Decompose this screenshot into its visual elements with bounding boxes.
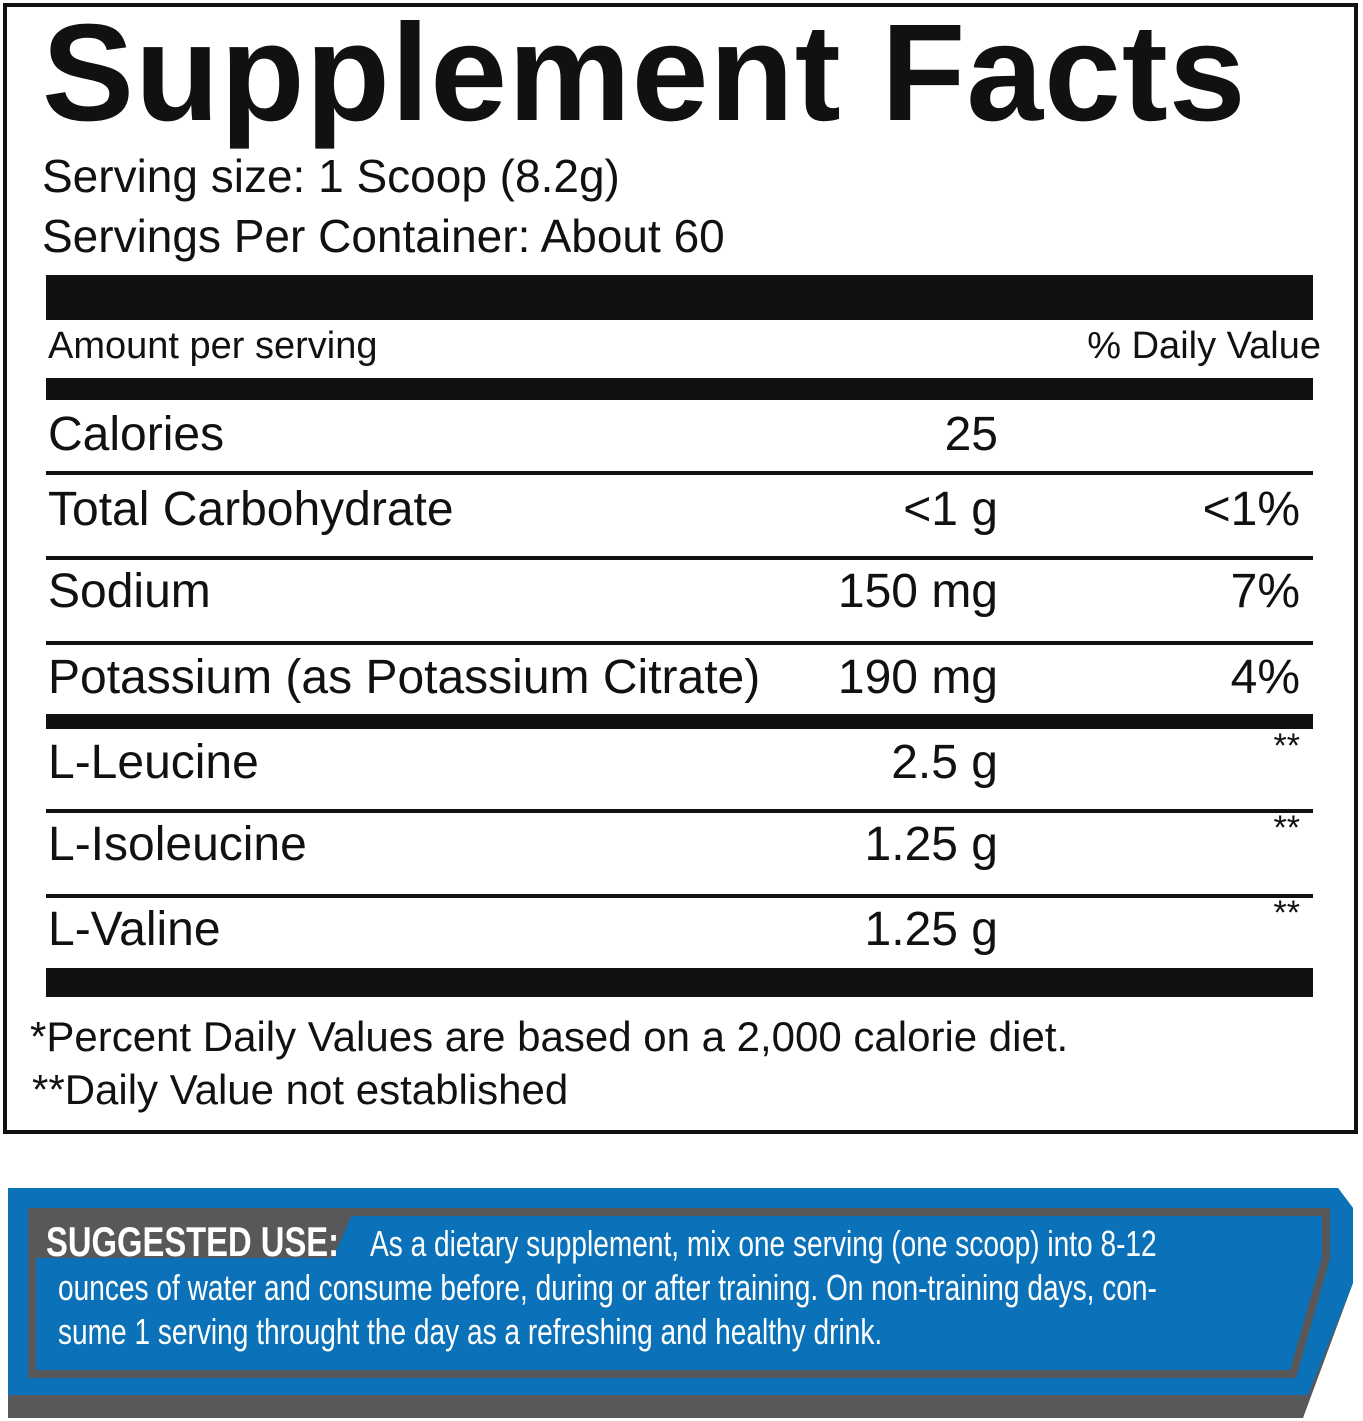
divider-bar bbox=[46, 378, 1313, 400]
serving-size: Serving size: 1 Scoop (8.2g) bbox=[42, 150, 620, 202]
suggested-use-line-2: ounces of water and consume before, duri… bbox=[58, 1267, 1157, 1308]
daily-value-header: % Daily Value bbox=[1087, 325, 1321, 367]
nutrient-dv: <1% bbox=[1202, 483, 1300, 536]
footnote-not-established: **Daily Value not established bbox=[32, 1066, 569, 1113]
suggested-use-panel: SUGGESTED USE: As a dietary supplement, … bbox=[8, 1188, 1353, 1418]
nutrient-row-calories: Calories 25 bbox=[46, 405, 1313, 465]
suggested-use-background bbox=[8, 1188, 1353, 1418]
nutrient-amount: <1 g bbox=[903, 483, 998, 536]
nutrient-amount: 25 bbox=[944, 408, 998, 461]
nutrient-row: Potassium (as Potassium Citrate) 190 mg … bbox=[46, 648, 1313, 708]
suggested-use-label: SUGGESTED USE: bbox=[46, 1218, 340, 1265]
nutrient-amount: 1.25 g bbox=[864, 818, 998, 871]
divider-bar bbox=[46, 275, 1313, 320]
amount-per-serving-header: Amount per serving bbox=[48, 325, 378, 367]
nutrient-row: Total Carbohydrate <1 g <1% bbox=[46, 480, 1313, 540]
servings-per-container: Servings Per Container: About 60 bbox=[42, 210, 725, 262]
nutrient-amount: 190 mg bbox=[837, 651, 998, 704]
row-divider bbox=[46, 809, 1313, 813]
nutrient-dv: 4% bbox=[1230, 651, 1300, 704]
supplement-facts-panel bbox=[3, 3, 1358, 1134]
nutrient-row: L-Isoleucine 1.25 g ** bbox=[46, 811, 1313, 875]
nutrient-name: Sodium bbox=[48, 565, 211, 618]
nutrient-dv: 7% bbox=[1230, 565, 1300, 618]
nutrient-name: L-Leucine bbox=[48, 736, 259, 789]
nutrient-amount: 1.25 g bbox=[864, 903, 998, 956]
nutrient-row: Sodium 150 mg 7% bbox=[46, 562, 1313, 622]
suggested-use-line-1: As a dietary supplement, mix one serving… bbox=[370, 1223, 1157, 1264]
divider-bar bbox=[46, 968, 1313, 997]
nutrient-amount: 150 mg bbox=[837, 565, 998, 618]
nutrient-name: L-Valine bbox=[48, 903, 221, 956]
nutrient-dv: ** bbox=[1273, 809, 1300, 847]
nutrient-dv: ** bbox=[1273, 727, 1300, 765]
footnote-daily-values: *Percent Daily Values are based on a 2,0… bbox=[30, 1013, 1069, 1060]
divider-bar bbox=[46, 714, 1313, 729]
nutrient-dv: ** bbox=[1273, 894, 1300, 932]
nutrient-name: Total Carbohydrate bbox=[48, 483, 454, 536]
row-divider bbox=[46, 471, 1313, 475]
nutrient-amount: 2.5 g bbox=[891, 736, 998, 789]
nutrient-name: Calories bbox=[48, 408, 225, 461]
row-divider bbox=[46, 556, 1313, 560]
suggested-use-line-3: sume 1 serving throught the day as a ref… bbox=[58, 1311, 883, 1352]
nutrient-name: Potassium (as Potassium Citrate) bbox=[48, 651, 761, 704]
row-divider bbox=[46, 894, 1313, 898]
row-divider bbox=[46, 641, 1313, 645]
nutrient-row: L-Leucine 2.5 g ** bbox=[46, 729, 1313, 793]
nutrient-name: L-Isoleucine bbox=[48, 818, 307, 871]
panel-title: Supplement Facts bbox=[42, 0, 1247, 150]
nutrient-row: L-Valine 1.25 g ** bbox=[46, 896, 1313, 960]
